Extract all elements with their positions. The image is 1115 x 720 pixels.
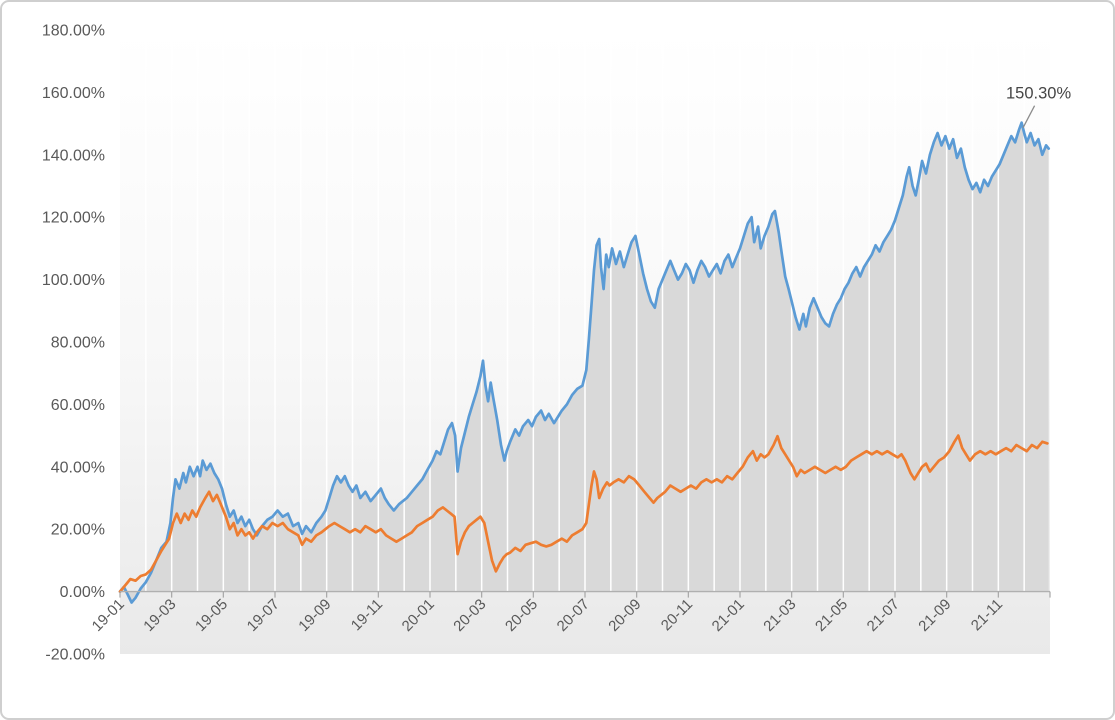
y-tick-label: 100.00% (42, 272, 105, 289)
y-tick-label: 20.00% (51, 522, 105, 539)
max-annotation: 150.30% (1006, 85, 1071, 103)
y-tick-label: 120.00% (42, 210, 105, 227)
series-line-1[interactable] (118, 434, 1049, 593)
y-tick-label: 80.00% (51, 335, 105, 352)
y-tick-label: 60.00% (51, 397, 105, 414)
y-tick-label: 140.00% (42, 147, 105, 164)
y-tick-label: 180.00% (42, 23, 105, 40)
annotation-leader-line (1022, 105, 1036, 128)
y-tick-label: 40.00% (51, 459, 105, 476)
y-tick-label: 160.00% (42, 85, 105, 102)
y-tick-label: -20.00% (45, 647, 105, 664)
series-line-0[interactable] (118, 121, 1051, 604)
area-fill (120, 122, 1049, 603)
y-tick-label: 0.00% (60, 584, 105, 601)
